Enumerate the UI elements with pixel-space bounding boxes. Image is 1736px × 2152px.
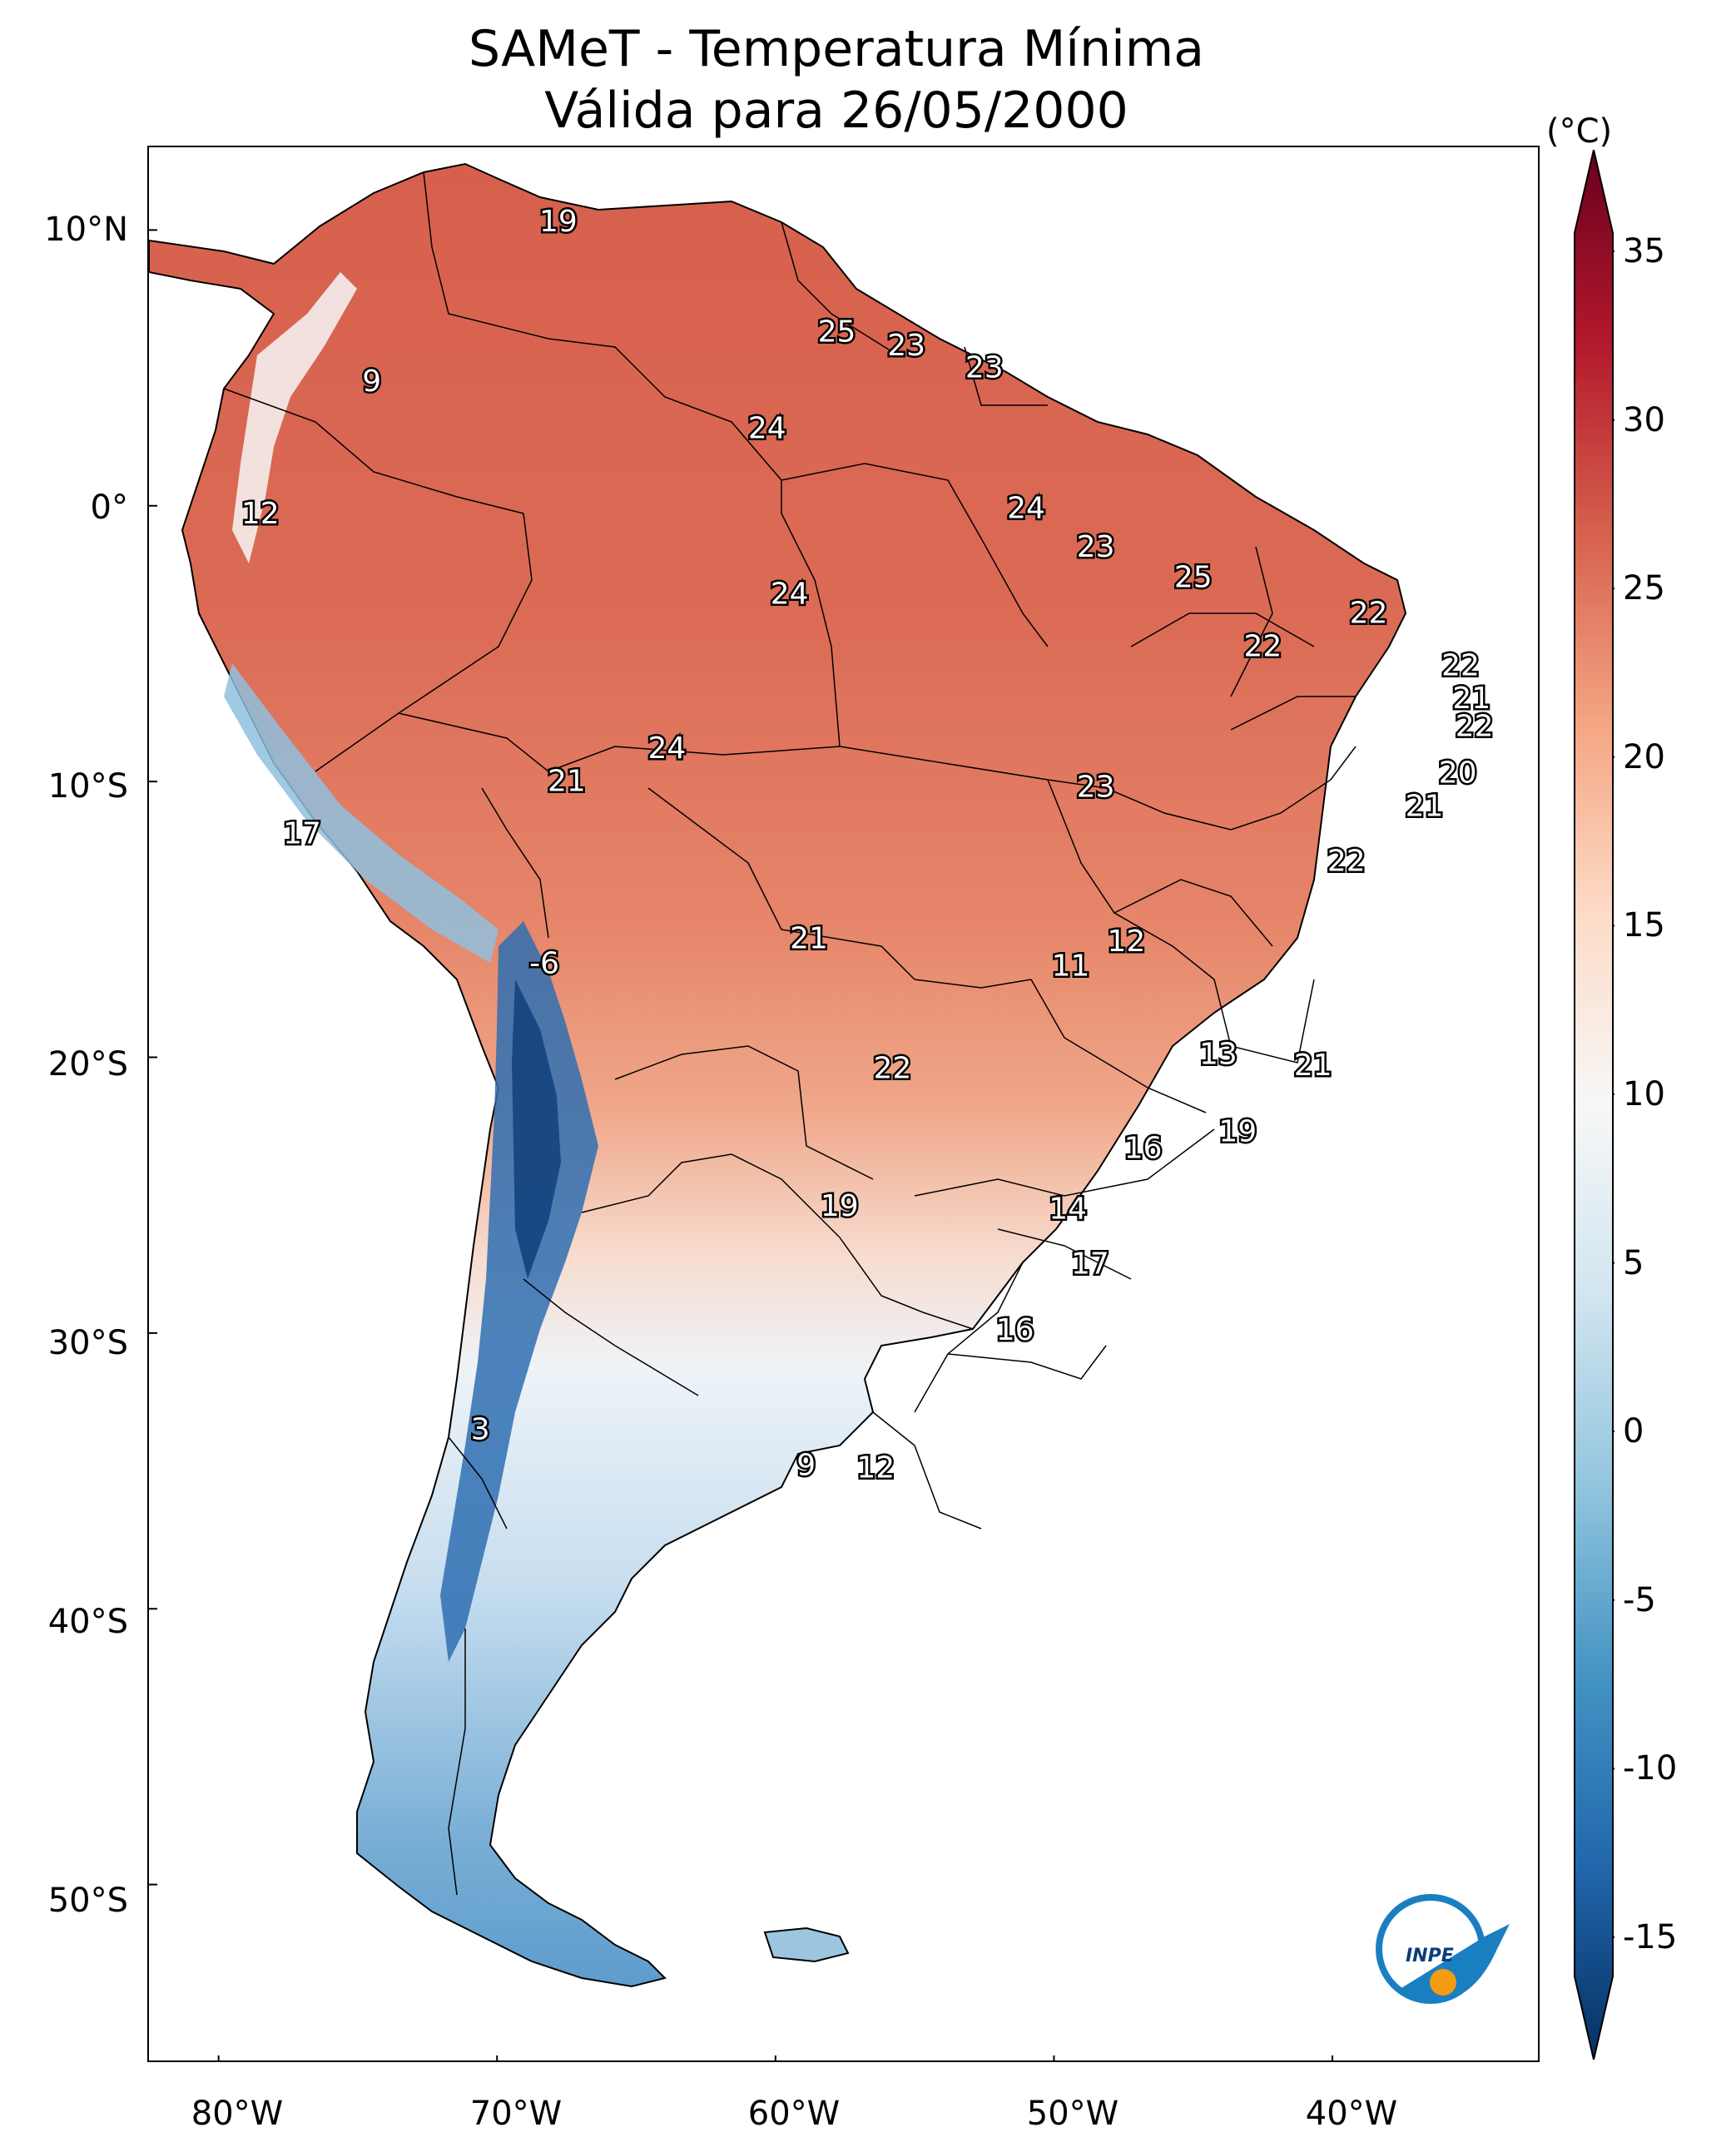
temperature-label: 25 <box>818 315 856 350</box>
lat-tick-label: 20°S <box>47 1045 128 1083</box>
temperature-label: 23 <box>965 351 1004 385</box>
colorbar-ticks <box>1613 250 1614 1938</box>
temperature-label: 21 <box>1406 790 1444 824</box>
map-panel[interactable]: 19 9 25 23 23 24 12 24 23 25 24 22 22 22 21 22 24 21 23 20 2… <box>147 146 1540 2062</box>
temperature-label: 23 <box>1077 530 1115 564</box>
political-borders <box>223 171 1357 1896</box>
temperature-label: 17 <box>1071 1247 1109 1282</box>
colorbar-unit: (°C) <box>1546 112 1613 151</box>
temperature-label: 12 <box>241 497 280 531</box>
temperature-label: 23 <box>887 329 925 363</box>
colorbar-tick-label: 15 <box>1623 906 1665 945</box>
temperature-label: 17 <box>283 817 321 851</box>
colorbar-tick-label: 30 <box>1623 400 1665 439</box>
lat-tick-label: 0° <box>90 488 128 527</box>
inpe-logo: INPE <box>1376 1894 1510 2004</box>
colorbar-tick-label: 20 <box>1623 737 1665 776</box>
lon-tick-label: 60°W <box>747 2095 841 2133</box>
colorbar-tick-label: 25 <box>1623 569 1665 608</box>
temperature-label: 21 <box>1294 1049 1332 1083</box>
temperature-label: 24 <box>647 731 686 766</box>
temperature-label: 9 <box>362 364 381 399</box>
temperature-label: 24 <box>771 577 809 611</box>
temperature-label: 24 <box>1007 492 1045 526</box>
temperature-label: 21 <box>790 922 828 956</box>
colorbar-tick-label: 10 <box>1623 1074 1665 1113</box>
colorbar-tick-label: -5 <box>1623 1580 1656 1619</box>
temperature-label: 21 <box>1452 682 1490 716</box>
temperature-label: 24 <box>748 412 786 446</box>
lat-tick-label: 10°N <box>44 211 128 249</box>
temperature-label: -6 <box>529 946 559 980</box>
axis-ticks <box>149 229 1334 2060</box>
colorbar-tick-label: -10 <box>1623 1749 1678 1788</box>
temperature-label: 22 <box>1441 649 1480 683</box>
temperature-label: 19 <box>821 1189 859 1223</box>
falkland-islands <box>763 1926 850 1963</box>
temperature-label: 16 <box>996 1313 1034 1347</box>
temperature-label: 22 <box>1350 597 1388 631</box>
temperature-label: 3 <box>471 1412 490 1446</box>
temperature-label: 9 <box>796 1448 816 1482</box>
lat-tick-label: 30°S <box>47 1324 128 1362</box>
temperature-label: 22 <box>1327 845 1366 879</box>
lat-tick-label: 50°S <box>47 1882 128 1920</box>
temperature-label: 13 <box>1199 1038 1238 1072</box>
temperature-label: 19 <box>539 205 578 239</box>
lon-tick-label: 80°W <box>191 2095 284 2133</box>
title-line-2: Válida para 26/05/2000 <box>544 82 1128 140</box>
inpe-logo-swoosh <box>1397 1924 1510 2001</box>
lon-tick-label: 40°W <box>1305 2095 1398 2133</box>
andes-cold-core <box>512 979 561 1279</box>
temperature-label: 19 <box>1218 1115 1257 1149</box>
lon-tick-label: 70°W <box>469 2095 563 2133</box>
andes-north-cool <box>232 272 357 563</box>
temperature-label: 25 <box>1174 560 1213 594</box>
colorbar-tick-label: 35 <box>1623 232 1665 270</box>
map-title: SAMeT - Temperatura Mínima Válida para 2… <box>0 18 1673 141</box>
colorbar-bar <box>1574 150 1614 2060</box>
temperature-label: 12 <box>1107 925 1145 959</box>
temperature-label: 14 <box>1049 1192 1087 1226</box>
lat-tick-label: 10°S <box>47 767 128 806</box>
temperature-label: 16 <box>1124 1131 1163 1165</box>
title-line-1: SAMeT - Temperatura Mínima <box>468 20 1205 78</box>
andes-peru-cool <box>224 663 498 963</box>
colorbar <box>1574 150 1614 2060</box>
temperature-label: 22 <box>873 1051 911 1085</box>
temperature-label: 22 <box>1243 629 1282 663</box>
colorbar-tick-label: -15 <box>1623 1917 1678 1956</box>
lon-tick-label: 50°W <box>1026 2095 1119 2133</box>
temperature-label: 23 <box>1077 770 1115 804</box>
temperature-label: 21 <box>548 765 586 799</box>
colorbar-tick-label: 5 <box>1623 1243 1644 1282</box>
temperature-label: 12 <box>856 1451 895 1485</box>
colorbar-tick-label: 0 <box>1623 1412 1644 1451</box>
temperature-label: 22 <box>1456 709 1494 743</box>
inpe-logo-text: INPE <box>1406 1946 1454 1966</box>
temperature-label: 20 <box>1439 756 1477 791</box>
inpe-logo-dot <box>1430 1969 1456 1996</box>
lat-tick-label: 40°S <box>47 1603 128 1641</box>
temperature-label: 11 <box>1052 950 1090 984</box>
